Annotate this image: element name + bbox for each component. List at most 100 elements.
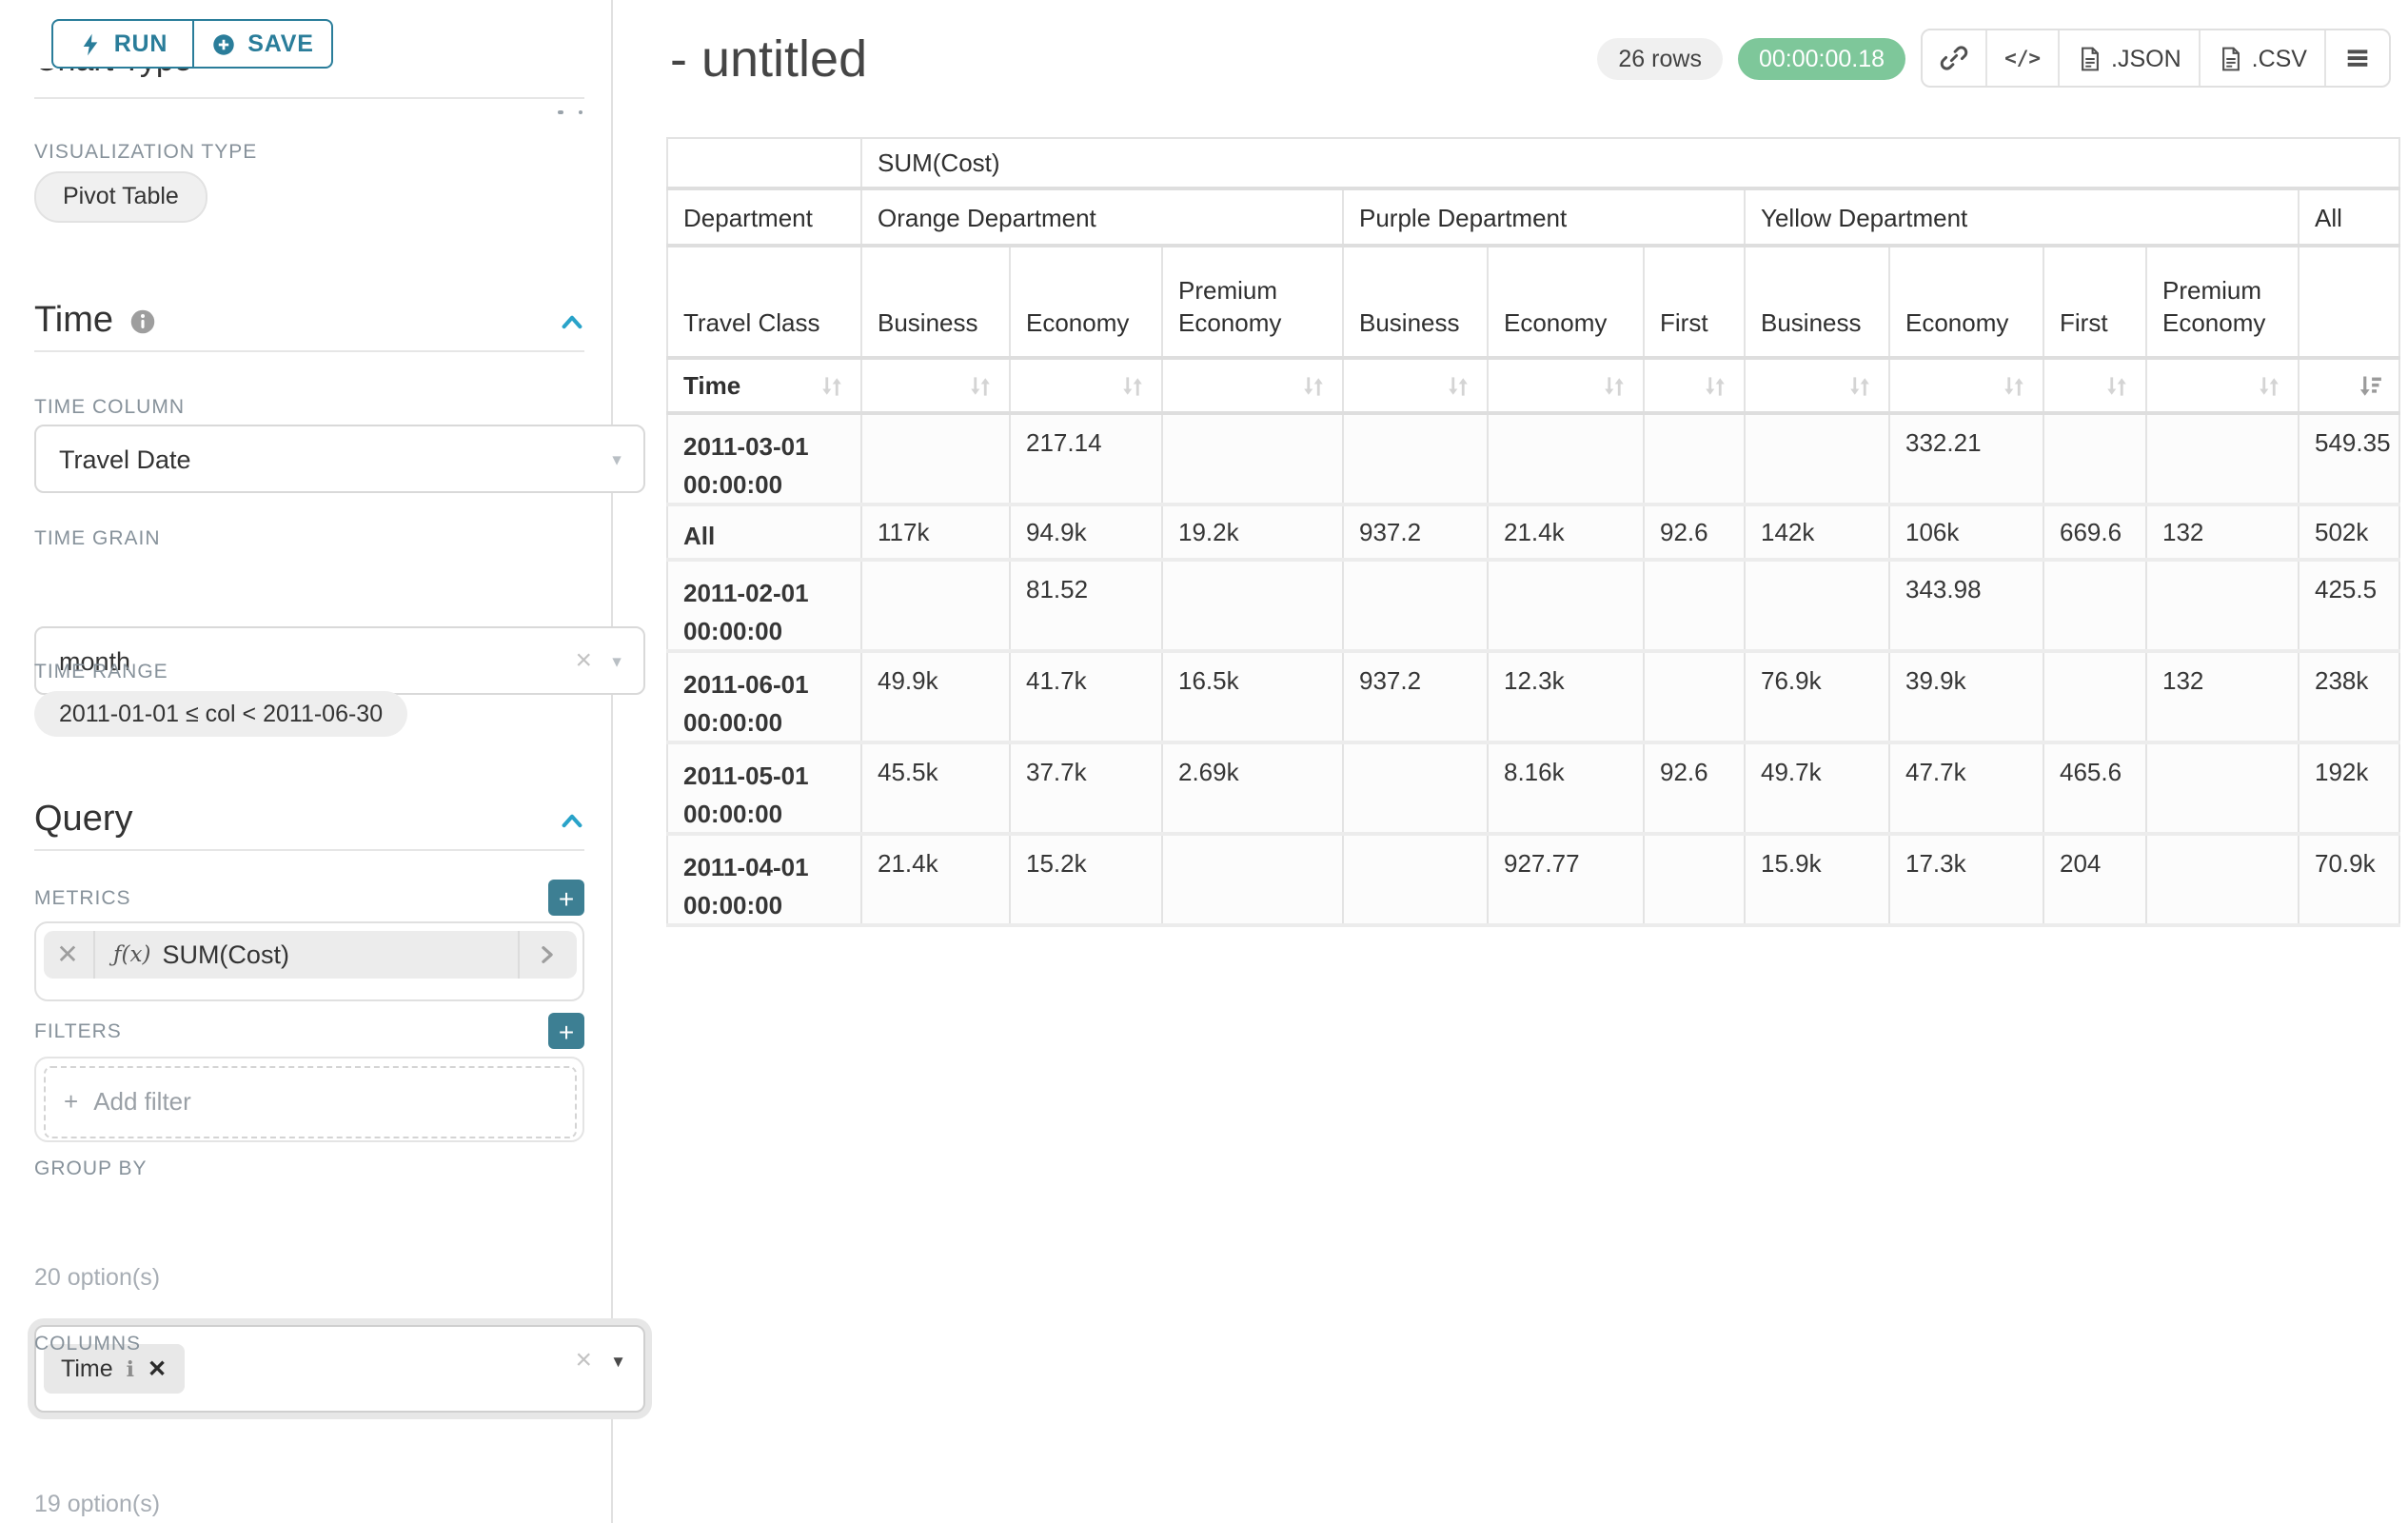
lightning-icon [78,31,103,56]
sort-icon[interactable] [2001,372,2027,399]
leaf-col: First [2043,246,2146,358]
metrics-label: METRICS [34,886,131,909]
caret-down-icon[interactable]: ▼ [610,1352,626,1371]
sort-cell [1488,358,1644,413]
columns-options-hint: 19 option(s) [34,1491,584,1517]
panel-drag-dots [558,89,598,124]
chevron-up-icon[interactable] [560,809,584,834]
caret-down-icon[interactable]: ▼ [609,653,624,670]
table-row: 2011-05-01 00:00:00 45.5k 37.7k 2.69k 8.… [667,742,2399,834]
sort-cell [1745,358,1889,413]
sort-cell [1162,358,1343,413]
chart-title[interactable]: - untitled [670,30,867,89]
result-header-right: 26 rows 00:00:00.18 </> .JSON .CSV [1597,29,2391,88]
add-filter-plus-button[interactable]: + [548,1013,584,1049]
row-header: 2011-04-01 00:00:00 [667,834,861,925]
divider [34,350,584,352]
leaf-col: Premium Economy [2146,246,2299,358]
leaf-col: Business [861,246,1010,358]
time-grain-label: TIME GRAIN [34,527,584,550]
sort-icon[interactable] [1601,372,1628,399]
leaf-col: Premium Economy [1162,246,1343,358]
sort-header-row: Time [667,358,2399,413]
table-row: 2011-04-01 00:00:00 21.4k 15.2k 927.77 1… [667,834,2399,925]
caret-down-icon[interactable]: ▼ [609,451,624,468]
column-info-icon[interactable]: i [127,1356,134,1381]
query-duration-badge: 00:00:00.18 [1738,37,1905,79]
view-query-button[interactable]: </> [1985,30,2058,86]
add-filter-button[interactable]: + Add filter [43,1065,576,1137]
travel-class-label-cell: Travel Class [667,246,861,358]
sort-cell [1644,358,1745,413]
time-range-label: TIME RANGE [34,661,584,683]
visualization-type-pill[interactable]: Pivot Table [34,171,207,223]
more-options-button[interactable] [2324,30,2389,86]
hamburger-menu-icon [2343,44,2372,72]
sort-cell [861,358,1010,413]
leaf-col: Economy [1010,246,1162,358]
col-group-purple: Purple Department [1343,188,1745,246]
expand-metric-icon[interactable] [517,930,576,978]
sort-icon[interactable] [1300,372,1327,399]
control-panel-sidebar: Chart Type RUN SAVE VISUALIZATION TYPE P… [0,0,613,1523]
metric-header-row: SUM(Cost) [667,138,2399,188]
sort-icon[interactable] [967,372,994,399]
table-row: 2011-03-01 00:00:00 217.14 332.21 549.35 [667,413,2399,504]
filters-label: FILTERS [34,1019,122,1042]
row-header: 2011-02-01 00:00:00 [667,560,861,651]
sort-desc-icon[interactable] [2357,372,2383,399]
metric-pill[interactable]: ✕ ƒ(x) SUM(Cost) [43,930,576,978]
sort-cell [2043,358,2146,413]
sort-cell [2146,358,2299,413]
travel-class-header-row: Travel Class Business Economy Premium Ec… [667,246,2399,358]
table-row: 2011-02-01 00:00:00 81.52 343.98 425.5 [667,560,2399,651]
sort-icon[interactable] [1846,372,1873,399]
time-range-pill[interactable]: 2011-01-01 ≤ col < 2011-06-30 [34,691,407,737]
sort-icon[interactable] [1445,372,1471,399]
leaf-col: Business [1745,246,1889,358]
department-header-row: Department Orange Department Purple Depa… [667,188,2399,246]
sort-cell [1010,358,1162,413]
sort-icon[interactable] [2256,372,2282,399]
table-row: 2011-06-01 00:00:00 49.9k 41.7k 16.5k 93… [667,651,2399,742]
corner-cell [667,138,861,188]
time-column-label: TIME COLUMN [34,396,584,419]
metrics-label-row: METRICS + [34,880,584,916]
department-label-cell: Department [667,188,861,246]
export-csv-button[interactable]: .CSV [2199,30,2324,86]
remove-metric-icon[interactable]: ✕ [43,930,94,978]
col-group-orange: Orange Department [861,188,1343,246]
export-json-button[interactable]: .JSON [2058,30,2199,86]
code-icon: </> [2004,47,2041,69]
sort-cell-active [2299,358,2399,413]
fx-icon: ƒ(x) [113,940,150,967]
leaf-col: Economy [1889,246,2043,358]
group-by-options-hint: 20 option(s) [34,1264,584,1291]
col-group-all: All [2299,188,2399,246]
link-icon [1940,44,1968,72]
pivot-table-container: SUM(Cost) Department Orange Department P… [666,137,2400,927]
remove-tag-icon[interactable]: ✕ [148,1355,167,1382]
group-by-label: GROUP BY [34,1157,584,1180]
json-file-icon [2077,45,2103,71]
info-icon[interactable] [128,308,155,335]
query-section-header[interactable]: Query [34,800,584,841]
sort-icon[interactable] [1119,372,1146,399]
run-button[interactable]: RUN [51,19,192,69]
metric-header-cell: SUM(Cost) [861,138,2399,188]
sort-icon[interactable] [2103,372,2130,399]
sort-icon[interactable] [1702,372,1728,399]
filters-label-row: FILTERS + [34,1013,584,1049]
visualization-type-label: VISUALIZATION TYPE [34,141,584,164]
copy-link-button[interactable] [1923,30,1985,86]
row-header: 2011-03-01 00:00:00 [667,413,861,504]
sort-icon[interactable] [819,372,845,399]
chevron-up-icon[interactable] [560,310,584,335]
row-header: 2011-05-01 00:00:00 [667,742,861,834]
filters-container: + Add filter [34,1057,584,1142]
time-section-header[interactable]: Time [34,301,584,343]
metric-name: SUM(Cost) [162,940,289,968]
add-metric-button[interactable]: + [548,880,584,916]
time-column-select[interactable]: Travel Date ▼ [34,425,645,493]
save-button[interactable]: SAVE [192,19,333,69]
